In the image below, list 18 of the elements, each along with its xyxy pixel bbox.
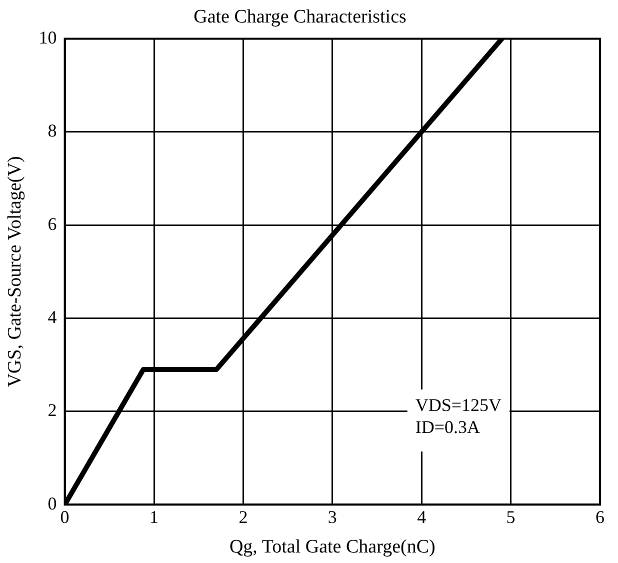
annotation: ID=0.3A	[415, 417, 480, 438]
x-tick-label: 6	[596, 507, 604, 528]
x-tick-label: 5	[506, 507, 516, 528]
x-axis-title: Qg, Total Gate Charge(nC)	[229, 536, 436, 558]
x-tick-label: 4	[417, 507, 426, 528]
y-tick-label: 6	[48, 214, 57, 234]
annotation: VDS=125V	[415, 395, 502, 416]
y-tick-label: 10	[38, 28, 57, 48]
y-tick-label: 2	[48, 400, 57, 420]
x-tick-label: 3	[328, 507, 337, 528]
x-tick-label: 1	[150, 507, 158, 528]
y-axis-title: VGS, Gate-Source Voltage(V)	[4, 156, 26, 388]
y-tick-label: 8	[48, 120, 57, 141]
y-tick-label: 4	[48, 307, 57, 328]
chart-title: Gate Charge Characteristics	[194, 6, 406, 28]
y-tick-label: 0	[48, 493, 57, 514]
x-tick-label: 0	[60, 507, 70, 528]
x-tick-label: 2	[238, 507, 248, 528]
